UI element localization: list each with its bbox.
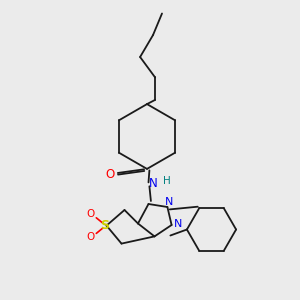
Text: O: O [106,167,115,181]
Text: N: N [165,197,173,207]
Text: H: H [163,176,170,186]
Text: N: N [148,177,158,190]
Text: N: N [174,219,182,230]
Text: O: O [87,232,95,242]
Text: S: S [100,219,109,232]
Text: O: O [87,209,95,219]
